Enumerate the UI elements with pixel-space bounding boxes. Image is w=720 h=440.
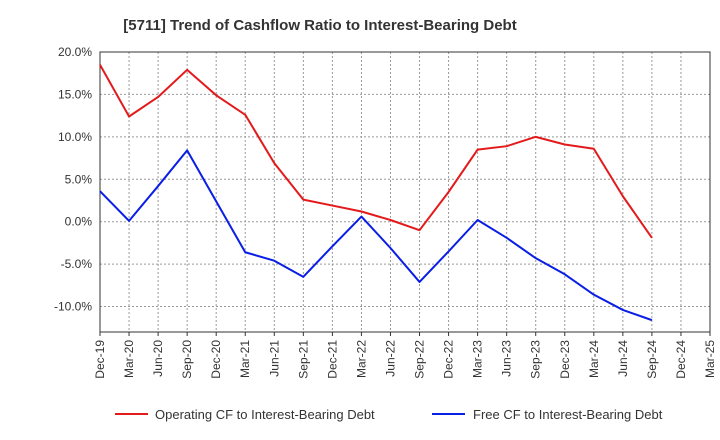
x-tick-label: Sep-24: [645, 340, 659, 379]
y-tick-label: 15.0%: [58, 87, 92, 101]
y-tick-label: 0.0%: [65, 215, 93, 229]
x-tick-label: Dec-22: [442, 340, 456, 379]
chart-title: [5711] Trend of Cashflow Ratio to Intere…: [123, 17, 516, 34]
x-tick-label: Dec-20: [209, 340, 223, 379]
plot-area: 20.0% 15.0% 10.0% 5.0% 0.0% -5.0% -10.0% Dec-19…: [54, 45, 717, 379]
y-tick-label: 10.0%: [58, 130, 92, 144]
series-line-0: [99, 64, 653, 239]
x-tick-label: Jun-22: [383, 340, 397, 377]
x-tick-label: Mar-24: [587, 340, 601, 378]
x-tick-label: Mar-25: [703, 340, 717, 378]
series-line-1: [99, 149, 653, 322]
x-tick-label: Dec-19: [93, 340, 107, 379]
x-tick-label: Sep-21: [296, 340, 310, 379]
y-tick-label: 5.0%: [65, 172, 93, 186]
x-tick-label: Jun-24: [616, 340, 630, 377]
y-tick-label: -5.0%: [61, 257, 93, 271]
y-tick-label: -10.0%: [54, 300, 92, 314]
x-tick-label: Dec-24: [674, 340, 688, 379]
x-tick-label: Jun-23: [500, 340, 514, 377]
x-tick-label: Dec-21: [325, 340, 339, 379]
x-tick-label: Jun-20: [151, 340, 165, 377]
x-tick-label: Sep-20: [180, 340, 194, 379]
legend: Operating CF to Interest-Bearing Debt Fre…: [115, 407, 663, 422]
x-tick-label: Sep-22: [413, 340, 427, 379]
legend-label-0: Operating CF to Interest-Bearing Debt: [155, 407, 375, 422]
x-tick-label: Mar-20: [122, 340, 136, 378]
legend-label-1: Free CF to Interest-Bearing Debt: [473, 407, 663, 422]
x-tick-label: Mar-23: [471, 340, 485, 378]
x-tick-label: Mar-22: [354, 340, 368, 378]
x-tick-label: Jun-21: [267, 340, 281, 377]
x-tick-label: Dec-23: [558, 340, 572, 379]
x-tick-label: Sep-23: [529, 340, 543, 379]
x-tick-label: Mar-21: [238, 340, 252, 378]
y-tick-label: 20.0%: [58, 45, 92, 59]
